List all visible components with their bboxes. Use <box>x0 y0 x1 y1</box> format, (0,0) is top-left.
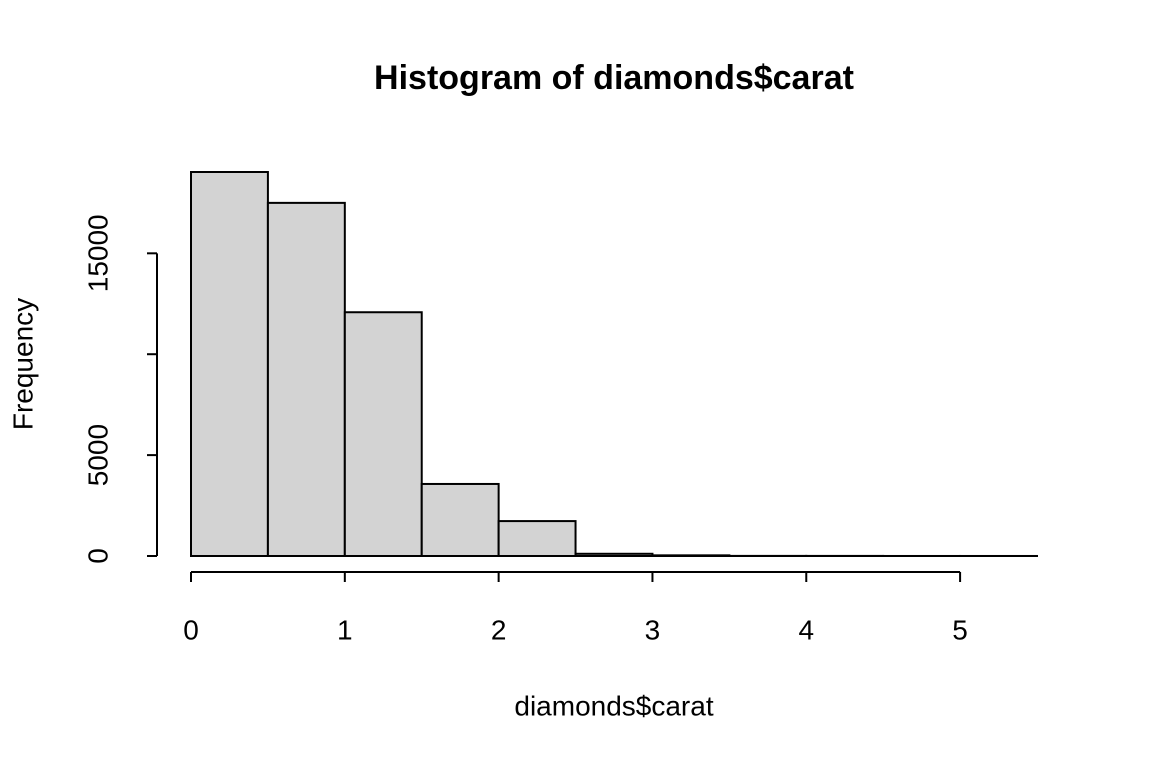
x-tick-label: 4 <box>798 614 814 645</box>
y-tick-label: 15000 <box>82 214 113 292</box>
bar <box>343 311 423 557</box>
bar <box>190 171 269 557</box>
y-tick-label: 5000 <box>82 424 113 486</box>
y-axis-label: Frequency <box>7 298 38 430</box>
bar <box>651 554 731 558</box>
bar <box>420 482 500 557</box>
x-tick-label: 2 <box>491 614 507 645</box>
bar <box>574 552 654 557</box>
bar <box>266 201 346 557</box>
x-tick-label: 0 <box>183 614 199 645</box>
x-tick-label: 1 <box>337 614 353 645</box>
y-tick-label: 0 <box>82 548 113 564</box>
chart-title: Histogram of diamonds$carat <box>374 59 854 97</box>
x-tick-label: 3 <box>645 614 661 645</box>
x-tick-label: 5 <box>952 614 968 645</box>
bar <box>497 520 577 557</box>
x-axis-label: diamonds$carat <box>514 690 713 721</box>
